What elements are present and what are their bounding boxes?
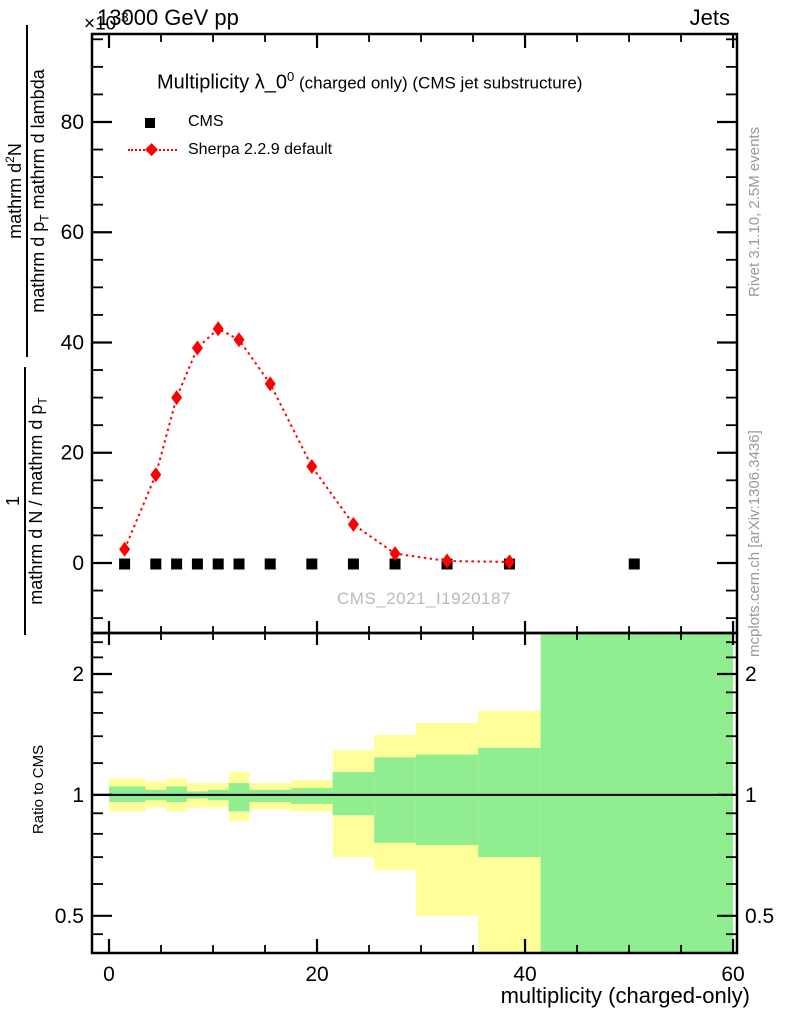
data-point-sherpa-diamond (389, 546, 401, 562)
legend-line-sherpa (128, 149, 177, 151)
ylabel-fraction-1: 1 mathrm d N / mathrm d pT (3, 367, 54, 635)
ratio-band-inner (332, 772, 375, 816)
header-beam-energy: 13000 GeV pp (97, 5, 239, 30)
scale-exponent: -3 (116, 9, 129, 25)
ylabel-frac2-numerator: mathrm d2N (0, 25, 26, 357)
data-point-sherpa-diamond (119, 541, 131, 557)
data-point-sherpa-diamond (171, 390, 183, 406)
y-axis-tick-label: 80 (61, 111, 84, 134)
header-analysis-group: Jets (689, 5, 730, 30)
data-point-cms-square (628, 558, 640, 570)
main-y-axis-label: 1 mathrm d N / mathrm d pT mathrm d2N ma… (2, 25, 54, 635)
ylabel-frac2-num-a: mathrm d (5, 162, 26, 239)
ratio-tick-label-left: 0.5 (55, 905, 84, 928)
y-axis-tick-label: 60 (61, 221, 84, 244)
plot-title-paren: (charged only) (CMS jet substructure) (294, 73, 583, 93)
ylabel-frac1-den-sub: T (35, 397, 50, 405)
y-axis-tick-label: 20 (61, 442, 84, 465)
data-point-cms-square (306, 558, 318, 570)
ylabel-frac2-num-b: N (5, 143, 26, 157)
axis-scale-multiplier: ×10-3 (84, 9, 129, 35)
ylabel-frac2-denominator: mathrm d pT mathrm d lambda (28, 25, 56, 357)
y-axis-tick-label: 0 (72, 552, 84, 575)
watermark: CMS_2021_I1920187 (337, 589, 511, 608)
plot-title: Multiplicity λ_00 (charged only) (CMS je… (157, 69, 582, 95)
plot-title-sup: 0 (287, 69, 295, 84)
data-point-cms-square (150, 558, 162, 570)
ratio-tick-label-right: 0.5 (745, 905, 774, 928)
data-point-sherpa-diamond (233, 332, 245, 348)
x-axis-tick-label: 40 (513, 963, 536, 986)
ylabel-frac2-num-sup: 2 (3, 156, 18, 163)
data-point-sherpa-diamond (347, 516, 359, 532)
ylabel-frac2-den-a: mathrm d p (28, 221, 49, 313)
plot-title-main: Multiplicity λ_0 (157, 71, 288, 94)
ylabel-frac2-den-b: mathrm d lambda (28, 69, 49, 215)
ratio-tick-label-left: 2 (72, 663, 84, 686)
ratio-band-inner (291, 788, 333, 804)
data-point-sherpa-diamond (503, 554, 515, 570)
mcplots-reference-text: mcplots.cern.ch [arXiv:1306.3436] (746, 430, 763, 657)
ratio-band-inner (374, 757, 416, 843)
ylabel-frac1-numerator: 1 (2, 496, 23, 507)
data-point-sherpa-diamond (441, 553, 453, 569)
data-point-sherpa-diamond (306, 459, 318, 475)
ratio-band-inner (478, 747, 541, 858)
data-point-sherpa-diamond (150, 467, 162, 483)
data-point-sherpa-diamond (264, 376, 276, 392)
data-point-cms-square (119, 558, 131, 570)
ratio-band-inner (415, 754, 479, 846)
rivet-version-text: Rivet 3.1.10, 2.5M events (746, 126, 763, 297)
data-point-sherpa-diamond (212, 321, 224, 337)
legend-label-cms: CMS (188, 113, 224, 130)
x-axis-tick-label: 0 (103, 963, 115, 986)
ratio-band-inner (540, 633, 734, 953)
ratio-tick-label-left: 1 (72, 784, 84, 807)
ylabel-frac1-denominator: mathrm d N / mathrm d pT (26, 367, 54, 635)
ylabel-frac2-den-sub: T (37, 214, 52, 222)
ratio-y-axis-label: Ratio to CMS (30, 744, 47, 835)
data-point-cms-square (264, 558, 276, 570)
legend-label-sherpa: Sherpa 2.2.9 default (188, 141, 333, 158)
data-point-cms-square (212, 558, 224, 570)
mc-prediction-line (123, 327, 510, 563)
y-axis-tick-label: 40 (61, 331, 84, 354)
x-axis-tick-label: 60 (721, 963, 744, 986)
data-point-cms-square (191, 558, 203, 570)
data-point-cms-square (233, 558, 245, 570)
data-point-cms-square (171, 558, 183, 570)
ratio-panel-frame (90, 631, 739, 955)
ratio-tick-label-right: 1 (745, 784, 757, 807)
ratio-band-inner (228, 783, 250, 812)
ylabel-frac1-den-text: mathrm d N / mathrm d p (25, 404, 46, 605)
data-point-cms-square (389, 558, 401, 570)
legend-marker-cms-square (145, 118, 155, 128)
data-point-sherpa-diamond (191, 340, 203, 356)
x-axis-label: multiplicity (charged-only) (500, 983, 750, 1008)
x-axis-tick-label: 20 (305, 963, 328, 986)
ratio-tick-label-right: 2 (745, 663, 757, 686)
ylabel-fraction-2: mathrm d2N mathrm d pT mathrm d lambda (0, 25, 56, 357)
ratio-bands (109, 633, 734, 953)
legend-marker-sherpa-diamond: ◆ (145, 139, 159, 158)
scale-base: ×10 (84, 13, 117, 35)
data-point-cms-square (347, 558, 359, 570)
